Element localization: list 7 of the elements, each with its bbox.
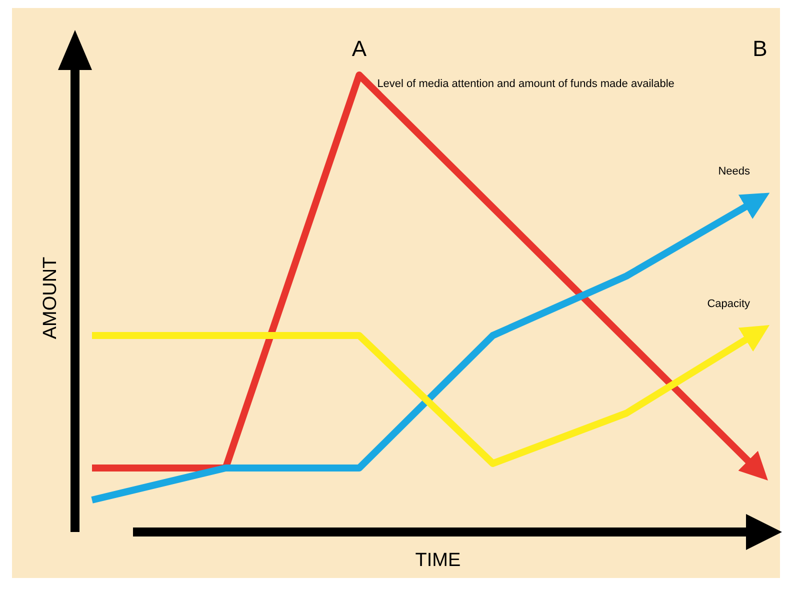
text: Needs (718, 165, 750, 178)
text: A (352, 36, 367, 61)
series-label: Level of media attention and amount of funds made available (377, 78, 674, 90)
y-axis-title: AMOUNT (40, 256, 61, 340)
x-axis-title: TIME (415, 550, 461, 571)
text: B (752, 36, 768, 61)
text: Capacity (707, 298, 750, 310)
